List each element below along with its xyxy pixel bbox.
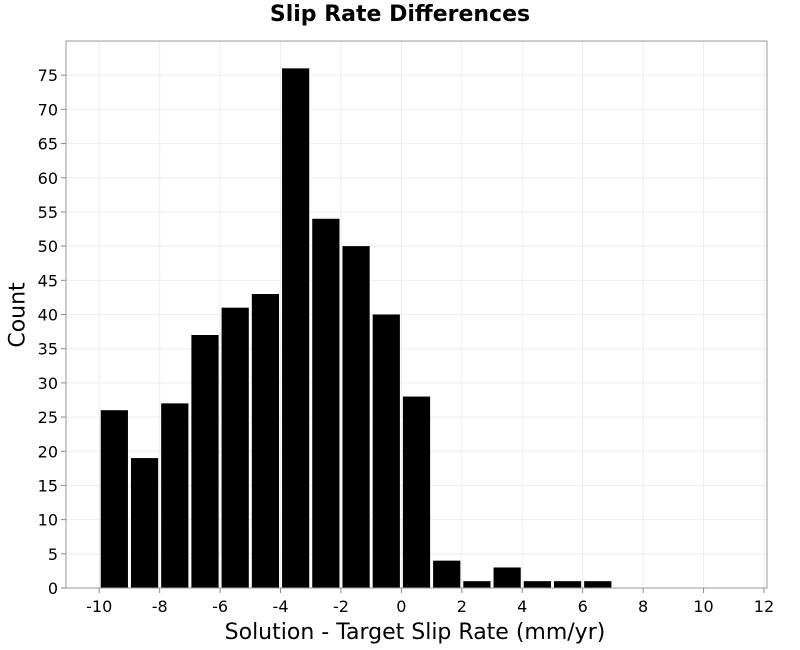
histogram-bar: [523, 581, 551, 588]
histogram-bar: [251, 293, 280, 588]
histogram-bar: [463, 581, 491, 588]
x-tick-label: 10: [693, 597, 713, 616]
histogram-bar: [161, 403, 189, 588]
y-tick-label: 75: [38, 66, 58, 85]
y-tick-label: 20: [38, 442, 58, 461]
histogram-bar: [130, 458, 159, 588]
histogram-bar: [372, 314, 400, 588]
plot-frame: [65, 40, 768, 589]
x-tick-label: -4: [273, 597, 289, 616]
histogram-bar: [493, 567, 521, 588]
histogram-bar: [221, 307, 249, 588]
x-tick-label: 2: [457, 597, 467, 616]
y-tick-label: 70: [38, 100, 58, 119]
histogram-bar: [402, 396, 431, 588]
y-tick-label: 30: [38, 374, 58, 393]
y-tick-label: 60: [38, 169, 58, 188]
y-tick-label: 35: [38, 340, 58, 359]
x-tick-label: 8: [638, 597, 648, 616]
histogram-bar: [100, 410, 128, 588]
histogram-bar: [433, 560, 461, 588]
x-tick-label: 12: [754, 597, 774, 616]
x-tick-label: -8: [152, 597, 168, 616]
x-tick-label: -6: [212, 597, 228, 616]
y-tick-label: 15: [38, 476, 58, 495]
histogram-bar: [191, 335, 219, 588]
x-tick-label: 0: [396, 597, 406, 616]
x-tick-label: 4: [517, 597, 527, 616]
histogram-bar: [342, 246, 370, 588]
y-tick-label: 10: [38, 511, 58, 530]
histogram-bar: [282, 68, 310, 589]
y-tick-label: 45: [38, 271, 58, 290]
x-tick-label: -2: [333, 597, 349, 616]
y-tick-label: 55: [38, 203, 58, 222]
y-tick-label: 50: [38, 237, 58, 256]
y-tick-label: 0: [48, 579, 58, 598]
chart-title: Slip Rate Differences: [269, 2, 531, 27]
y-tick-label: 40: [38, 306, 58, 325]
y-tick-label: 65: [38, 135, 58, 154]
histogram-bar: [584, 581, 612, 588]
y-tick-label: 25: [38, 408, 58, 427]
y-tick-label: 5: [48, 545, 58, 564]
x-tick-label: -10: [86, 597, 112, 616]
histogram-bar: [553, 581, 582, 588]
x-tick-label: 6: [578, 597, 588, 616]
x-axis-label: Solution - Target Slip Rate (mm/yr): [224, 620, 606, 645]
histogram-bar: [312, 218, 340, 588]
